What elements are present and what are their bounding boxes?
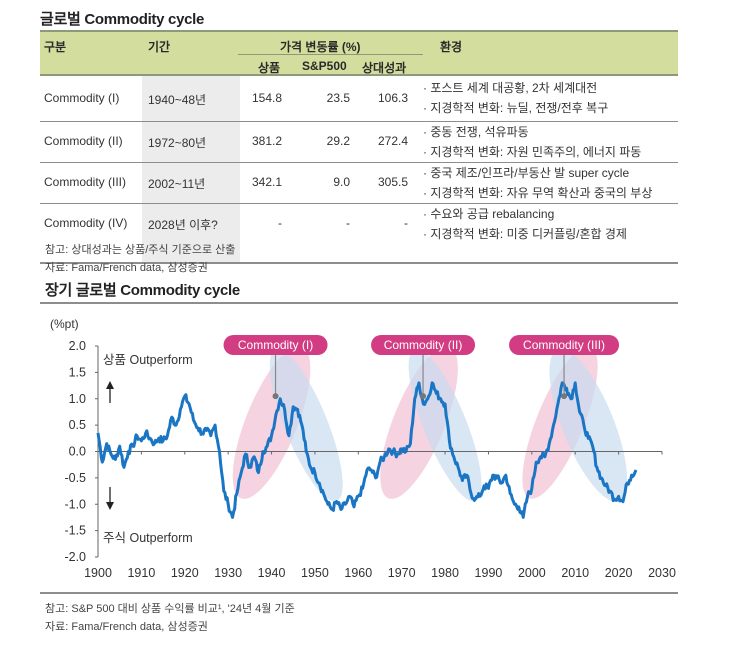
- header-sp500: S&P500: [302, 59, 347, 73]
- x-tick-label: 1920: [171, 566, 199, 580]
- cycle-badge: [223, 335, 328, 355]
- x-tick-label: 2000: [518, 566, 546, 580]
- x-tick-label: 2030: [648, 566, 676, 580]
- y-tick-label: 2.0: [69, 339, 86, 353]
- row-env-1: · 수요와 공급 rebalancing: [423, 207, 555, 221]
- table-row: Commodity (II) 1972~80년 381.2 29.2 272.4…: [40, 122, 678, 163]
- row-sp500: 9.0: [333, 175, 350, 189]
- badge-leader-dot: [420, 393, 427, 400]
- fall-ellipse: [269, 348, 343, 502]
- row-period: 2028년 이후?: [148, 218, 218, 232]
- y-axis-ticks: 2.0 1.5 1.0 0.5 0.0 -0.5 -1.0 -1.5 -2.0: [64, 339, 98, 564]
- x-tick-label: 2020: [605, 566, 633, 580]
- row-commodity: 154.8: [251, 91, 282, 105]
- x-tick-label: 1960: [344, 566, 372, 580]
- cycle-badge-label: Commodity (II): [384, 338, 463, 352]
- chart-note: 참고: S&P 500 대비 상품 수익률 비교¹, '24년 4월 기준: [45, 603, 295, 615]
- row-period: 1940~48년: [148, 93, 207, 107]
- y-tick-label: -0.5: [64, 471, 86, 485]
- lower-annotation: 주식 Outperform: [103, 531, 193, 545]
- x-tick-label: 1930: [214, 566, 242, 580]
- badge-leader-dot: [561, 393, 568, 400]
- series-line: [96, 381, 638, 519]
- chart-top-divider: [40, 302, 678, 304]
- y-axis-unit: (%pt): [50, 317, 79, 331]
- y-tick-label: 0.5: [69, 418, 86, 432]
- row-period: 1972~80년: [148, 136, 207, 150]
- header-period: 기간: [148, 40, 171, 54]
- header-price-change: 가격 변동률 (%): [280, 40, 361, 54]
- header-divider: [238, 54, 423, 55]
- row-sp500: -: [346, 216, 350, 230]
- cycle-badge: [509, 335, 620, 355]
- row-sp500: 23.5: [326, 91, 350, 105]
- x-tick-label: 1910: [127, 566, 155, 580]
- x-tick-label: 1980: [431, 566, 459, 580]
- cycle-badges: Commodity (I) Commodity (II) Commodity (II…: [223, 335, 620, 400]
- upper-annotation: 상품 Outperform: [103, 353, 193, 367]
- row-commodity: 342.1: [251, 175, 282, 189]
- table-header: 구분 기간 가격 변동률 (%) 환경 상품 S&P500 상대성과: [40, 30, 678, 76]
- row-commodity: -: [278, 216, 282, 230]
- x-tick-label: 1970: [388, 566, 416, 580]
- row-env-1: · 포스트 세계 대공황, 2차 세계대전: [423, 81, 598, 95]
- row-commodity: 381.2: [251, 134, 282, 148]
- table-source: 자료: Fama/French data, 삼성증권: [45, 262, 208, 274]
- down-arrow-icon: [106, 487, 114, 510]
- row-relative: 272.4: [377, 134, 408, 148]
- header-commodity: 상품: [258, 61, 281, 75]
- row-sp500: 29.2: [326, 134, 350, 148]
- row-relative: 305.5: [377, 175, 408, 189]
- y-tick-label: 1.5: [69, 365, 86, 379]
- x-axis-ticks: 1900 1910 1920 1930 1940 1950 1960 1970 1980 1990…: [84, 451, 676, 580]
- table-title: 글로벌 Commodity cycle: [40, 11, 205, 28]
- row-env-1: · 중국 제조/인프라/부동산 발 super cycle: [423, 166, 630, 180]
- header-relative: 상대성과: [362, 61, 407, 75]
- row-period: 2002~11년: [148, 177, 206, 191]
- cycle-highlight-areas: [232, 346, 628, 502]
- row-env-2: · 지경학적 변화: 자원 민족주의, 에너지 파동: [423, 145, 642, 159]
- row-category: Commodity (IV): [44, 216, 128, 230]
- badge-leader-dot: [272, 393, 279, 400]
- y-tick-label: 0.0: [69, 445, 86, 459]
- cycle-badge-label: Commodity (III): [523, 338, 605, 352]
- up-arrow-icon: [106, 381, 114, 403]
- y-tick-label: -1.0: [64, 497, 86, 511]
- period-column-shading: [142, 76, 240, 262]
- cycle-badge: [371, 335, 476, 355]
- header-category: 구분: [44, 40, 67, 54]
- header-environment: 환경: [440, 40, 463, 54]
- table-row: Commodity (I) 1940~48년 154.8 23.5 106.3 …: [40, 76, 678, 122]
- y-tick-label: 1.0: [69, 392, 86, 406]
- chart-title: 장기 글로벌 Commodity cycle: [45, 282, 240, 299]
- row-category: Commodity (I): [44, 91, 120, 105]
- chart-bottom-divider: [40, 592, 678, 594]
- fall-ellipse: [549, 348, 628, 502]
- table-row: Commodity (III) 2002~11년 342.1 9.0 305.5…: [40, 163, 678, 204]
- y-tick-label: -1.5: [64, 524, 86, 538]
- x-tick-label: 1990: [475, 566, 503, 580]
- row-env-2: · 지경학적 변화: 뉴딜, 전쟁/전후 복구: [423, 101, 609, 115]
- row-relative: 106.3: [377, 91, 408, 105]
- row-env-1: · 중동 전쟁, 석유파동: [423, 125, 529, 139]
- chart-source: 자료: Fama/French data, 삼성증권: [45, 621, 208, 633]
- table-note: 참고: 상대성과는 상품/주식 기준으로 산출: [45, 244, 236, 256]
- y-tick-label: -2.0: [64, 550, 86, 564]
- x-tick-label: 1950: [301, 566, 329, 580]
- x-tick-label: 2010: [561, 566, 589, 580]
- table-row: Commodity (IV) 2028년 이후? - - - · 수요와 공급 …: [40, 204, 678, 264]
- row-env-2: · 지경학적 변화: 자유 무역 확산과 중국의 부상: [423, 186, 653, 200]
- row-env-2: · 지경학적 변화: 미중 디커플링/혼합 경제: [423, 227, 627, 241]
- row-relative: -: [404, 216, 408, 230]
- x-tick-label: 1940: [258, 566, 286, 580]
- row-category: Commodity (II): [44, 134, 123, 148]
- x-tick-label: 1900: [84, 566, 112, 580]
- fall-ellipse: [408, 348, 482, 502]
- row-category: Commodity (III): [44, 175, 127, 189]
- cycle-badge-label: Commodity (I): [238, 338, 313, 352]
